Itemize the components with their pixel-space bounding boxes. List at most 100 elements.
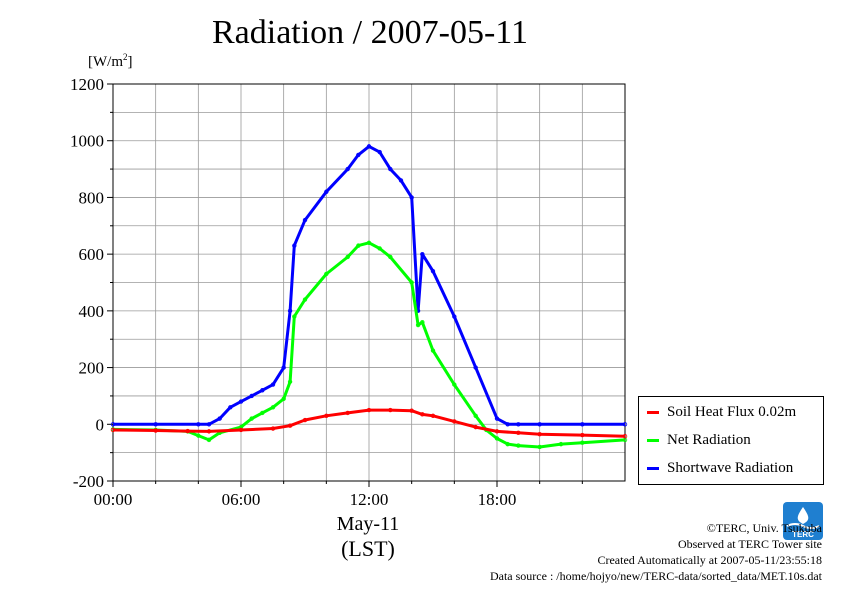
- data-point-net-radiation: [505, 441, 510, 447]
- data-point-net-radiation: [292, 314, 297, 319]
- data-point-net-radiation: [324, 271, 329, 277]
- data-point-shortwave-radiation: [388, 166, 393, 172]
- data-point-net-radiation: [196, 433, 201, 438]
- data-point-shortwave-radiation: [580, 422, 585, 427]
- data-point-soil-heat-flux-0-02m: [345, 410, 350, 416]
- data-point-shortwave-radiation: [622, 422, 628, 427]
- data-point-shortwave-radiation: [270, 382, 276, 387]
- data-point-soil-heat-flux-0-02m: [420, 412, 425, 417]
- credit-data-source: Data source : /home/hojyo/new/TERC-data/…: [489, 569, 822, 583]
- data-point-net-radiation: [249, 416, 254, 421]
- y-tick-label: 0: [96, 415, 105, 434]
- data-point-shortwave-radiation: [196, 422, 201, 427]
- credit-copyright: ©TERC, Univ. Tsukuba: [706, 521, 822, 535]
- data-point-soil-heat-flux-0-02m: [409, 408, 414, 413]
- data-point-net-radiation: [388, 254, 393, 260]
- legend-label-net-radiation: Net Radiation: [667, 431, 751, 448]
- data-point-net-radiation: [494, 436, 500, 441]
- data-point-shortwave-radiation: [206, 422, 212, 427]
- chart-legend: Soil Heat Flux 0.02m Net Radiation Short…: [638, 396, 824, 485]
- data-point-shortwave-radiation: [281, 365, 286, 370]
- data-point-soil-heat-flux-0-02m: [366, 407, 372, 413]
- y-axis-unit-label: [W/m2]: [88, 52, 133, 70]
- data-point-net-radiation: [281, 396, 286, 401]
- legend-swatch-net-radiation: [647, 438, 659, 442]
- data-point-shortwave-radiation: [110, 422, 116, 427]
- series-line-shortwave-radiation: [113, 144, 625, 426]
- data-point-soil-heat-flux-0-02m: [473, 424, 478, 430]
- data-point-shortwave-radiation: [537, 422, 542, 427]
- x-tick-label: 06:00: [222, 490, 261, 509]
- x-tick-label: 12:00: [350, 490, 389, 509]
- data-point-shortwave-radiation: [409, 195, 414, 200]
- data-point-net-radiation: [302, 297, 308, 302]
- data-point-net-radiation: [377, 246, 382, 251]
- data-point-soil-heat-flux-0-02m: [110, 427, 116, 433]
- data-point-shortwave-radiation: [505, 422, 510, 427]
- data-point-shortwave-radiation: [494, 416, 500, 421]
- y-tick-label: 600: [79, 245, 105, 264]
- data-point-soil-heat-flux-0-02m: [206, 429, 212, 434]
- data-point-net-radiation: [206, 437, 212, 443]
- data-point-soil-heat-flux-0-02m: [452, 419, 457, 424]
- x-axis-unit-label: (LST): [341, 536, 395, 561]
- data-point-net-radiation: [516, 443, 521, 448]
- y-tick-label: 800: [79, 188, 105, 207]
- legend-swatch-shortwave-radiation: [647, 466, 659, 470]
- data-point-net-radiation: [287, 379, 293, 384]
- data-point-soil-heat-flux-0-02m: [238, 427, 244, 433]
- data-point-shortwave-radiation: [292, 243, 297, 248]
- data-point-shortwave-radiation: [516, 422, 521, 427]
- y-tick-label: 400: [79, 302, 105, 321]
- data-point-soil-heat-flux-0-02m: [622, 433, 628, 439]
- legend-item-shortwave-radiation: Shortwave Radiation: [639, 454, 823, 482]
- data-point-shortwave-radiation: [238, 399, 244, 404]
- data-point-net-radiation: [420, 320, 425, 325]
- data-point-shortwave-radiation: [345, 166, 350, 172]
- y-tick-label: 200: [79, 359, 105, 378]
- x-tick-label: 00:00: [94, 490, 133, 509]
- data-point-soil-heat-flux-0-02m: [302, 417, 308, 423]
- data-point-shortwave-radiation: [377, 149, 382, 155]
- data-point-shortwave-radiation: [302, 217, 308, 223]
- data-point-soil-heat-flux-0-02m: [537, 432, 542, 437]
- data-point-soil-heat-flux-0-02m: [287, 423, 293, 428]
- data-point-shortwave-radiation: [473, 365, 478, 370]
- legend-label-soil-heat-flux: Soil Heat Flux 0.02m: [667, 403, 797, 420]
- x-axis-date-label: May-11: [336, 513, 400, 535]
- data-point-net-radiation: [415, 322, 421, 328]
- data-point-shortwave-radiation: [452, 314, 457, 319]
- data-point-net-radiation: [345, 254, 350, 260]
- y-tick-label: 1000: [70, 132, 104, 151]
- data-point-net-radiation: [270, 405, 276, 410]
- credits-block: ©TERC, Univ. Tsukuba Observed at TERC To…: [490, 520, 822, 584]
- data-point-shortwave-radiation: [260, 388, 265, 393]
- data-point-net-radiation: [558, 441, 564, 447]
- data-point-shortwave-radiation: [287, 308, 293, 314]
- data-point-net-radiation: [409, 280, 414, 285]
- data-point-shortwave-radiation: [366, 144, 372, 149]
- data-point-shortwave-radiation: [356, 152, 361, 158]
- data-point-shortwave-radiation: [249, 393, 254, 399]
- data-point-soil-heat-flux-0-02m: [430, 413, 436, 418]
- data-point-soil-heat-flux-0-02m: [516, 430, 521, 435]
- data-point-net-radiation: [537, 444, 542, 450]
- data-point-soil-heat-flux-0-02m: [494, 429, 500, 434]
- data-point-soil-heat-flux-0-02m: [153, 428, 158, 433]
- y-tick-label: 1200: [70, 75, 104, 94]
- data-point-net-radiation: [366, 240, 372, 245]
- data-point-net-radiation: [473, 413, 478, 418]
- data-point-net-radiation: [452, 382, 457, 387]
- chart-title: Radiation / 2007-05-11: [211, 14, 529, 51]
- data-point-net-radiation: [430, 348, 436, 353]
- data-point-net-radiation: [260, 410, 265, 416]
- terc-logo-icon: TERC: [783, 502, 823, 540]
- legend-item-net-radiation: Net Radiation: [639, 426, 823, 454]
- data-point-soil-heat-flux-0-02m: [185, 428, 190, 434]
- data-point-soil-heat-flux-0-02m: [580, 432, 585, 438]
- data-point-shortwave-radiation: [228, 405, 233, 410]
- data-point-shortwave-radiation: [217, 416, 222, 421]
- x-tick-label: 18:00: [478, 490, 517, 509]
- data-point-shortwave-radiation: [430, 268, 436, 274]
